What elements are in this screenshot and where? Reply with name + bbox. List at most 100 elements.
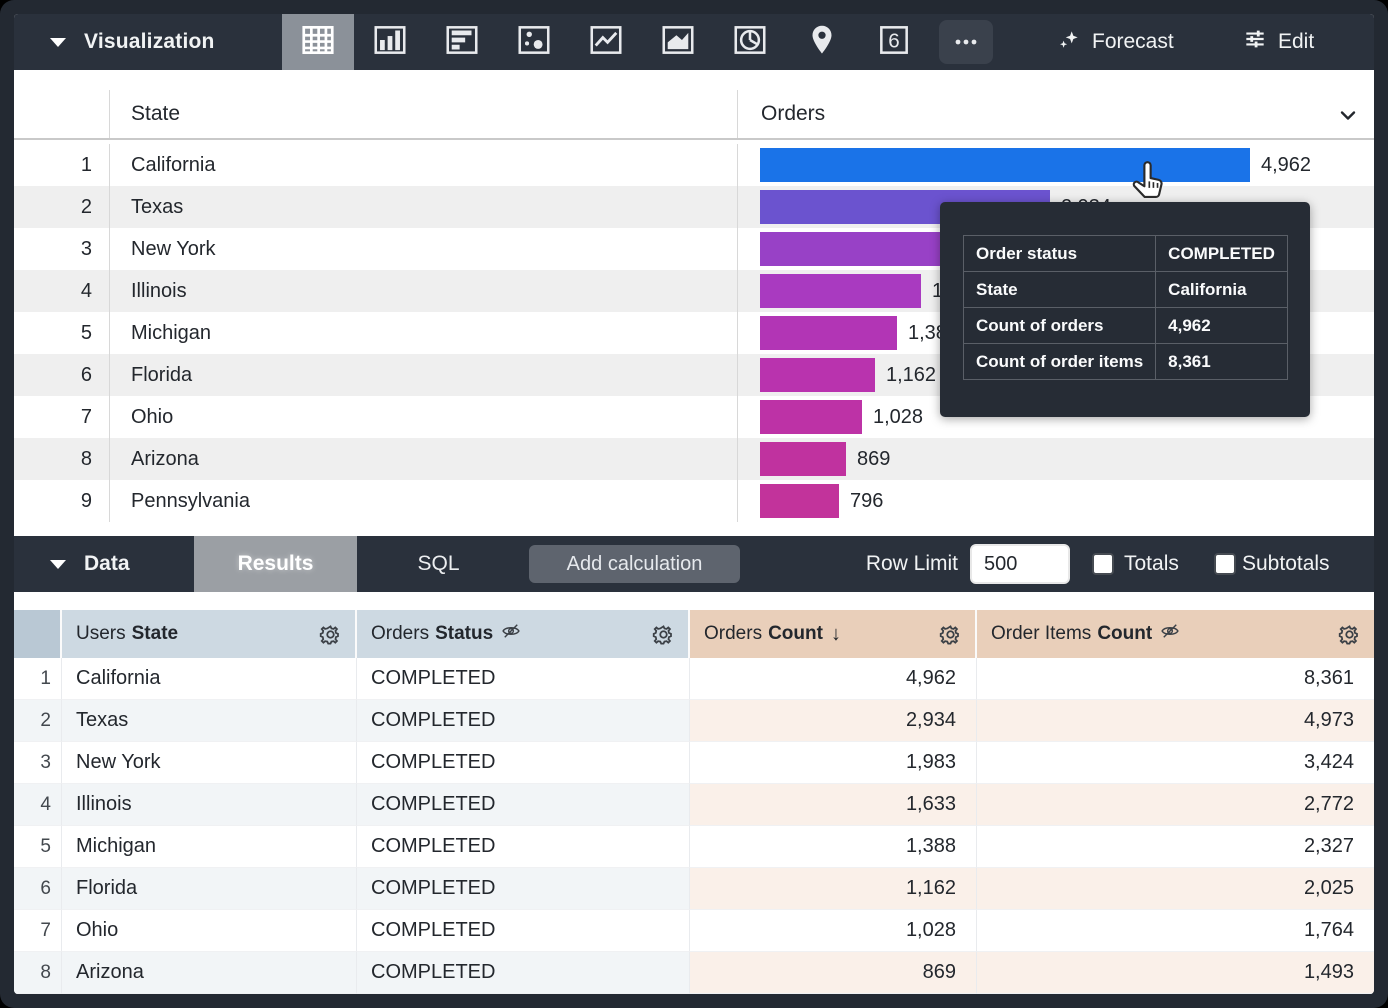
orders-count-cell[interactable]: 1,388 [690,826,977,868]
column-header-orders-count[interactable]: Orders Count ↓ [690,610,977,658]
status-cell[interactable]: COMPLETED [357,700,690,742]
tab-sql[interactable]: SQL [417,552,460,575]
column-header-order-items-count[interactable]: Order Items Count [977,610,1374,658]
orders-count-cell[interactable]: 1,633 [690,784,977,826]
orders-bar[interactable] [760,316,897,350]
order-items-count-cell[interactable]: 4,973 [977,700,1374,742]
viz-type-bar-button[interactable] [426,14,498,70]
edit-button[interactable]: Edit [1242,14,1314,70]
header-prefix: Orders [704,623,763,644]
totals-checkbox[interactable] [1092,553,1114,575]
table-row: 4 Illinois COMPLETED 1,633 2,772 [14,784,1374,826]
order-items-count-cell[interactable]: 1,764 [977,910,1374,952]
table-row: 3 New York COMPLETED 1,983 3,424 [14,742,1374,784]
status-cell[interactable]: COMPLETED [357,826,690,868]
gear-icon[interactable] [1337,622,1362,653]
bar-value-label: 4,962 [1261,153,1312,176]
order-items-count-cell[interactable]: 2,327 [977,826,1374,868]
state-cell[interactable]: Texas [131,195,184,218]
row-limit-input[interactable] [970,544,1070,584]
viz-type-line-button[interactable] [570,14,642,70]
single-value-icon: 6 [875,21,913,64]
state-cell[interactable]: Arizona [131,447,199,470]
order-items-count-cell[interactable]: 2,772 [977,784,1374,826]
state-cell[interactable]: New York [62,742,357,784]
viz-orders-column-header[interactable]: Orders [737,90,1374,138]
forecast-label: Forecast [1092,30,1174,53]
gear-icon[interactable] [651,622,676,653]
order-items-count-cell[interactable]: 1,493 [977,952,1374,994]
state-cell[interactable]: Michigan [62,826,357,868]
subtotals-checkbox[interactable] [1214,553,1236,575]
state-cell[interactable]: California [62,658,357,700]
status-cell[interactable]: COMPLETED [357,658,690,700]
state-cell[interactable]: Florida [131,363,193,386]
visualization-section-toggle[interactable]: Visualization [50,14,215,70]
chevron-down-icon[interactable] [1336,103,1360,133]
viz-state-column-header[interactable]: State [131,102,181,125]
map-pin-icon [803,21,841,64]
status-cell[interactable]: COMPLETED [357,742,690,784]
viz-table-header: State Orders [14,90,1374,140]
gear-icon[interactable] [318,622,343,653]
header-name: State [131,623,179,644]
state-cell[interactable]: Texas [62,700,357,742]
state-cell[interactable]: Michigan [131,321,212,344]
state-cell[interactable]: Florida [62,868,357,910]
orders-bar[interactable] [760,484,839,518]
orders-count-cell[interactable]: 2,934 [690,700,977,742]
viz-type-pie-button[interactable] [714,14,786,70]
data-section-toggle[interactable]: Data [50,536,130,592]
viz-type-table-button[interactable] [282,14,354,70]
order-items-count-cell[interactable]: 8,361 [977,658,1374,700]
status-cell[interactable]: COMPLETED [357,910,690,952]
orders-count-cell[interactable]: 4,962 [690,658,977,700]
row-number: 1 [14,658,62,700]
order-items-count-cell[interactable]: 2,025 [977,868,1374,910]
orders-count-cell[interactable]: 1,162 [690,868,977,910]
sort-desc-arrow-icon: ↓ [830,622,841,645]
pointer-hand-cursor [1128,160,1168,211]
data-title: Data [84,552,130,575]
column-header-users-state[interactable]: Users State [62,610,357,658]
viz-type-area-button[interactable] [642,14,714,70]
orders-bar[interactable] [760,442,846,476]
row-number-column-header [14,610,62,658]
viz-type-map-button[interactable] [786,14,858,70]
state-cell[interactable]: New York [131,237,216,260]
tab-results[interactable]: Results [194,536,357,592]
viz-type-column-button[interactable] [354,14,426,70]
state-cell[interactable]: Ohio [131,405,174,428]
state-cell[interactable]: Illinois [62,784,357,826]
orders-bar[interactable] [760,400,862,434]
scatter-chart-icon [515,21,553,64]
forecast-button[interactable]: Forecast [1056,14,1174,70]
state-cell[interactable]: Pennsylvania [131,489,250,512]
orders-count-cell[interactable]: 869 [690,952,977,994]
header-name: Status [435,623,494,644]
orders-bar[interactable] [760,274,921,308]
state-cell[interactable]: Arizona [62,952,357,994]
viz-row-arizona: 8 Arizona 869 [14,438,1374,480]
orders-count-cell[interactable]: 1,028 [690,910,977,952]
gear-icon[interactable] [938,622,963,653]
column-header-orders-status[interactable]: Orders Status [357,610,690,658]
state-cell[interactable]: California [131,153,216,176]
order-items-count-cell[interactable]: 3,424 [977,742,1374,784]
viz-type-scatter-button[interactable] [498,14,570,70]
viz-type-more-button[interactable] [930,14,1002,70]
orders-bar[interactable] [760,232,956,266]
state-cell[interactable]: Illinois [131,279,187,302]
bar-value-label: 1,162 [886,363,937,386]
orders-bar[interactable] [760,358,875,392]
status-cell[interactable]: COMPLETED [357,868,690,910]
orders-bar[interactable] [760,148,1250,182]
viz-type-single-value-button[interactable]: 6 [858,14,930,70]
collapse-triangle-icon [50,559,66,569]
status-cell[interactable]: COMPLETED [357,784,690,826]
add-calculation-button[interactable]: Add calculation [529,545,740,583]
status-cell[interactable]: COMPLETED [357,952,690,994]
orders-count-cell[interactable]: 1,983 [690,742,977,784]
state-cell[interactable]: Ohio [62,910,357,952]
